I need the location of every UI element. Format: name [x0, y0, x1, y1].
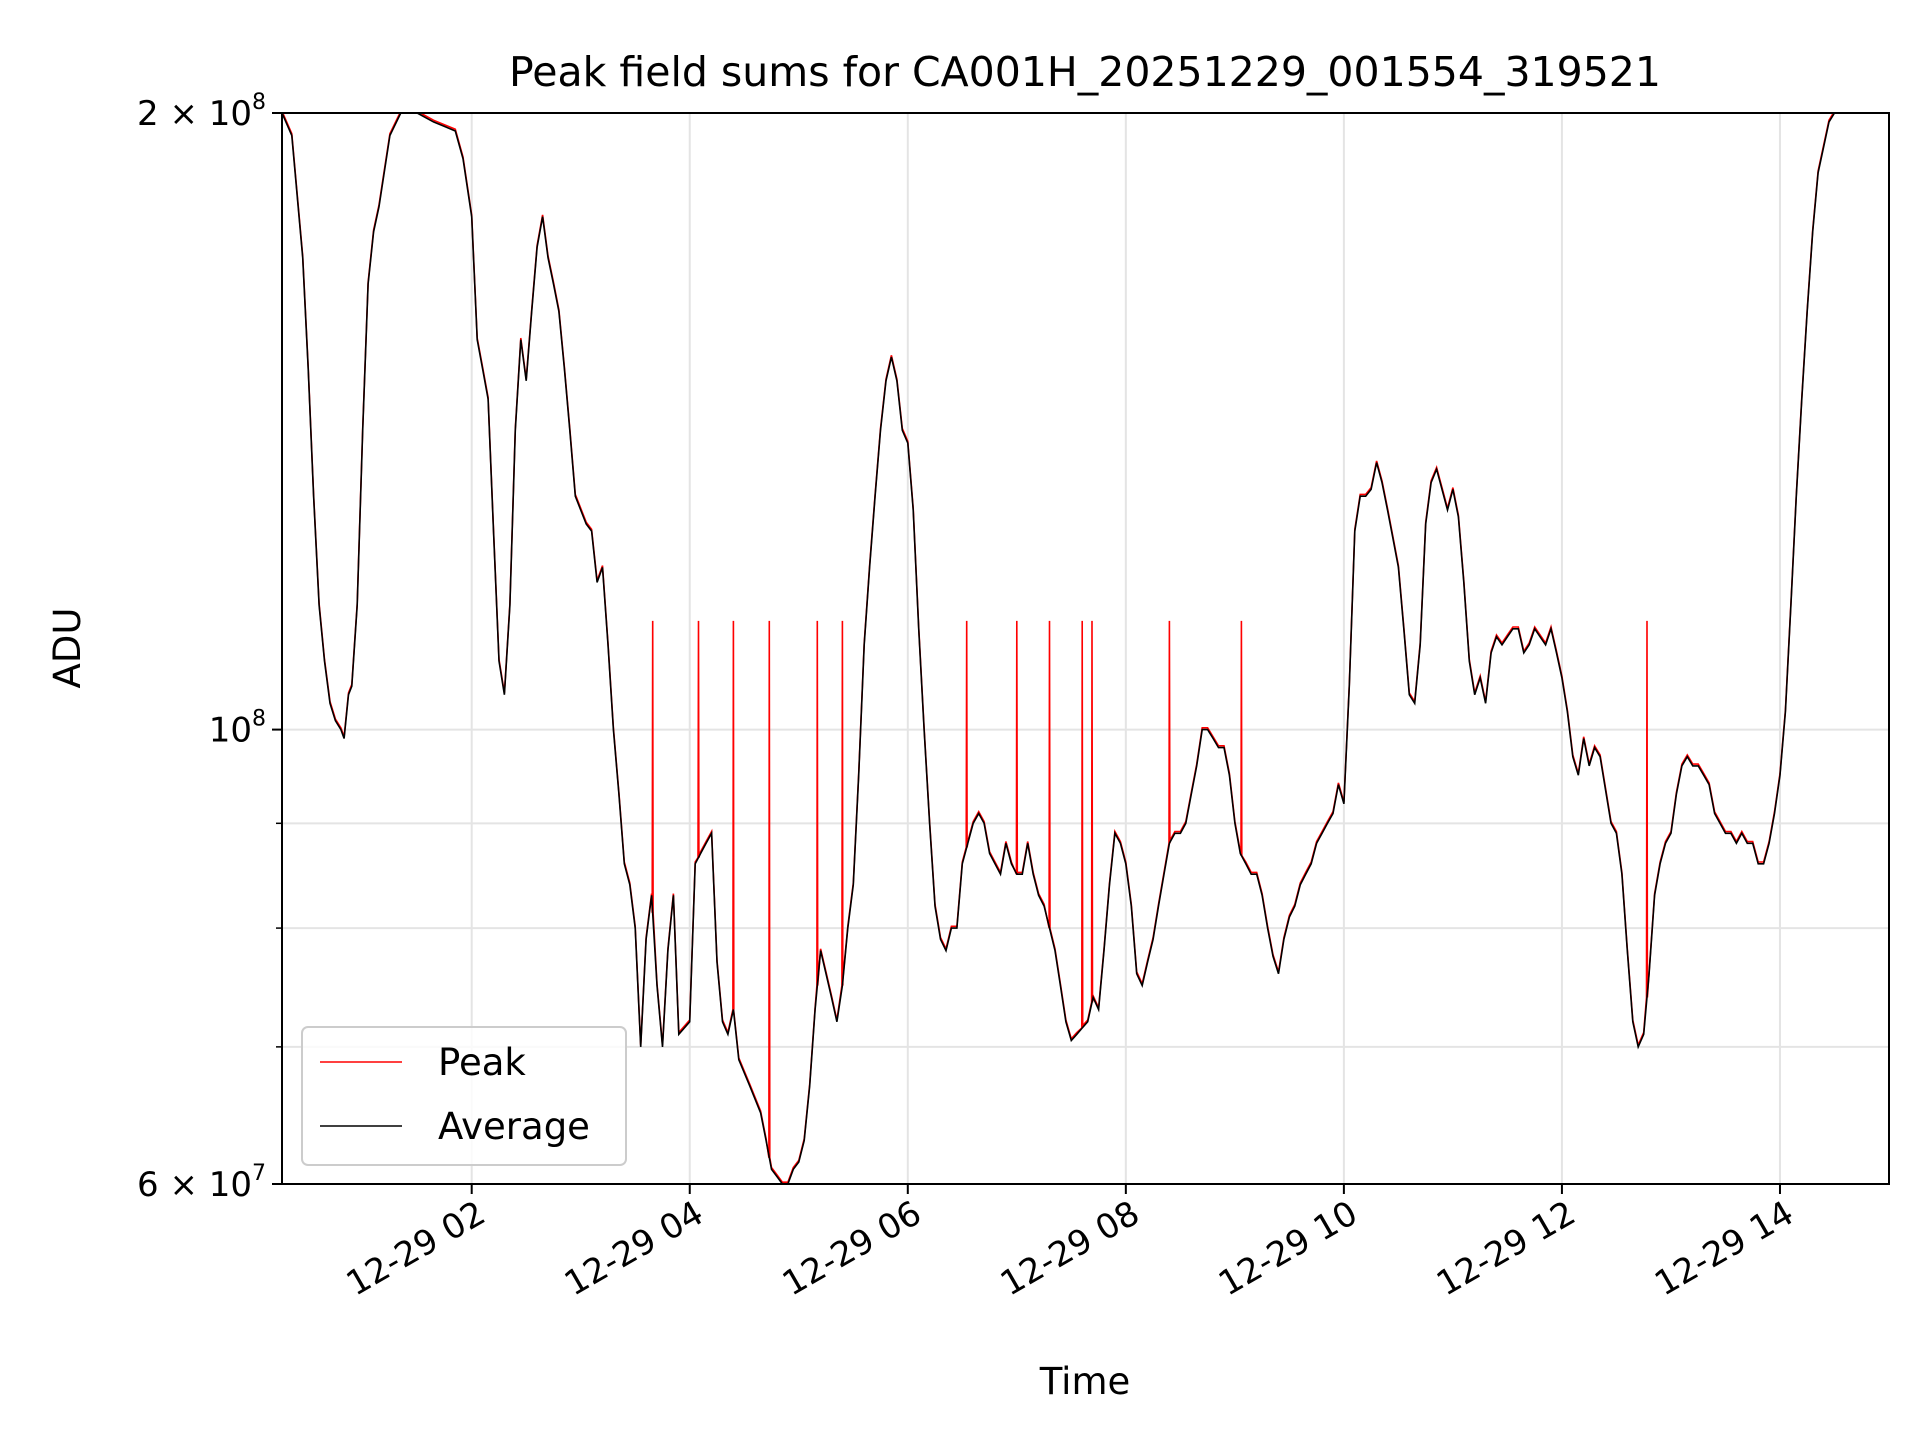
plot-lines: [282, 113, 1889, 1184]
legend-peak-label: Peak: [438, 1041, 526, 1084]
x-axis-label: Time: [1039, 1360, 1131, 1403]
y-tick-label: 2 × 108: [137, 90, 266, 134]
axes-frame: [281, 112, 1890, 1185]
y-axis: 2 × 108 108 6 × 107: [137, 90, 282, 1205]
y-tick-label: 108: [209, 707, 266, 751]
chart-title: Peak field sums for CA001H_20251229_0015…: [509, 48, 1661, 96]
legend: Peak Average: [301, 1026, 627, 1166]
series-average-line: [282, 113, 1889, 1184]
y-axis-label: ADU: [46, 608, 89, 689]
legend-average-label: Average: [438, 1105, 590, 1148]
y-tick-label: 6 × 107: [137, 1161, 266, 1205]
